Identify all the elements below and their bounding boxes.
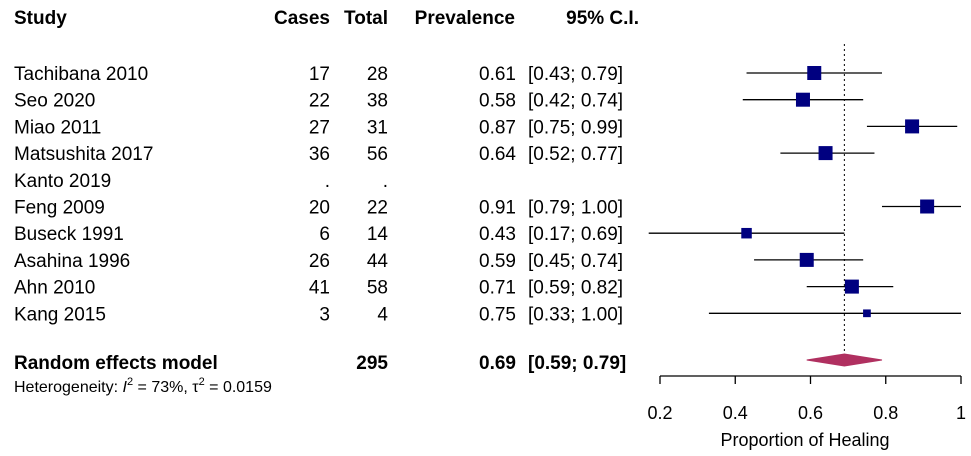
study-marker (920, 199, 935, 214)
study-cases: 41 (309, 278, 330, 299)
study-marker (795, 92, 810, 107)
study-marker (741, 227, 752, 239)
study-name: Kanto 2019 (14, 171, 111, 192)
study-ci: [0.33; 1.00] (528, 304, 623, 325)
study-name: Tachibana 2010 (14, 64, 148, 85)
pooled-ci: [0.59; 0.79] (528, 353, 626, 374)
study-total: 14 (367, 224, 389, 245)
heterogeneity-text: Heterogeneity: I2 = 73%, τ2 = 0.0159 (14, 376, 272, 396)
study-total: 31 (367, 117, 388, 138)
study-name: Matsushita 2017 (14, 144, 153, 165)
pooled-diamond (806, 353, 883, 367)
study-prevalence: 0.61 (479, 64, 516, 85)
pooled-prevalence: 0.69 (479, 353, 516, 374)
study-total: 56 (367, 144, 388, 165)
study-cases: 3 (319, 304, 330, 325)
study-total: . (383, 171, 388, 192)
study-name: Miao 2011 (14, 117, 101, 138)
x-tick-label: 0.6 (798, 403, 823, 423)
study-prevalence: 0.43 (479, 224, 516, 245)
study-marker (844, 279, 859, 294)
header-prevalence: Prevalence (415, 8, 515, 29)
study-total: 4 (377, 304, 388, 325)
study-prevalence: 0.91 (479, 198, 516, 219)
study-cases: 20 (309, 198, 330, 219)
study-cases: 6 (319, 224, 330, 245)
study-prevalence: 0.59 (479, 251, 516, 272)
study-ci: [0.17; 0.69] (528, 224, 623, 245)
study-ci: [0.42; 0.74] (528, 91, 623, 112)
study-cases: 26 (309, 251, 330, 272)
study-ci: [0.75; 0.99] (528, 117, 623, 138)
study-marker (863, 309, 871, 318)
study-name: Buseck 1991 (14, 224, 124, 245)
study-name: Ahn 2010 (14, 278, 95, 299)
study-marker (905, 119, 920, 134)
study-ci: [0.45; 0.74] (528, 251, 623, 272)
study-marker (799, 252, 814, 267)
study-cases: . (325, 171, 330, 192)
x-tick-label: 0.8 (873, 403, 898, 423)
study-ci: [0.43; 0.79] (528, 64, 623, 85)
study-name: Kang 2015 (14, 304, 106, 325)
study-cases: 17 (309, 64, 330, 85)
study-total: 38 (367, 91, 388, 112)
study-cases: 22 (309, 91, 330, 112)
header-total: Total (344, 8, 388, 29)
study-ci: [0.59; 0.82] (528, 278, 623, 299)
study-total: 44 (367, 251, 389, 272)
study-name: Asahina 1996 (14, 251, 130, 272)
pooled-label: Random effects model (14, 353, 218, 374)
x-tick-label: 0.2 (647, 403, 672, 423)
header-ci: 95% C.I. (566, 8, 639, 29)
study-marker (818, 146, 833, 161)
study-total: 28 (367, 64, 388, 85)
study-prevalence: 0.71 (479, 278, 516, 299)
study-cases: 36 (309, 144, 330, 165)
study-ci: [0.79; 1.00] (528, 198, 623, 219)
study-name: Seo 2020 (14, 91, 95, 112)
header-cases: Cases (274, 8, 330, 29)
study-total: 58 (367, 278, 388, 299)
study-prevalence: 0.87 (479, 117, 516, 138)
x-tick-label: 0.4 (723, 403, 748, 423)
pooled-total: 295 (356, 353, 388, 374)
study-prevalence: 0.64 (479, 144, 516, 165)
study-name: Feng 2009 (14, 198, 105, 219)
x-tick-label: 1 (956, 403, 966, 423)
study-marker (807, 66, 822, 80)
study-prevalence: 0.58 (479, 91, 516, 112)
study-prevalence: 0.75 (479, 304, 516, 325)
study-cases: 27 (309, 117, 330, 138)
x-axis-label: Proportion of Healing (720, 430, 889, 450)
header-study: Study (14, 8, 67, 29)
study-ci: [0.52; 0.77] (528, 144, 623, 165)
study-total: 22 (367, 198, 388, 219)
